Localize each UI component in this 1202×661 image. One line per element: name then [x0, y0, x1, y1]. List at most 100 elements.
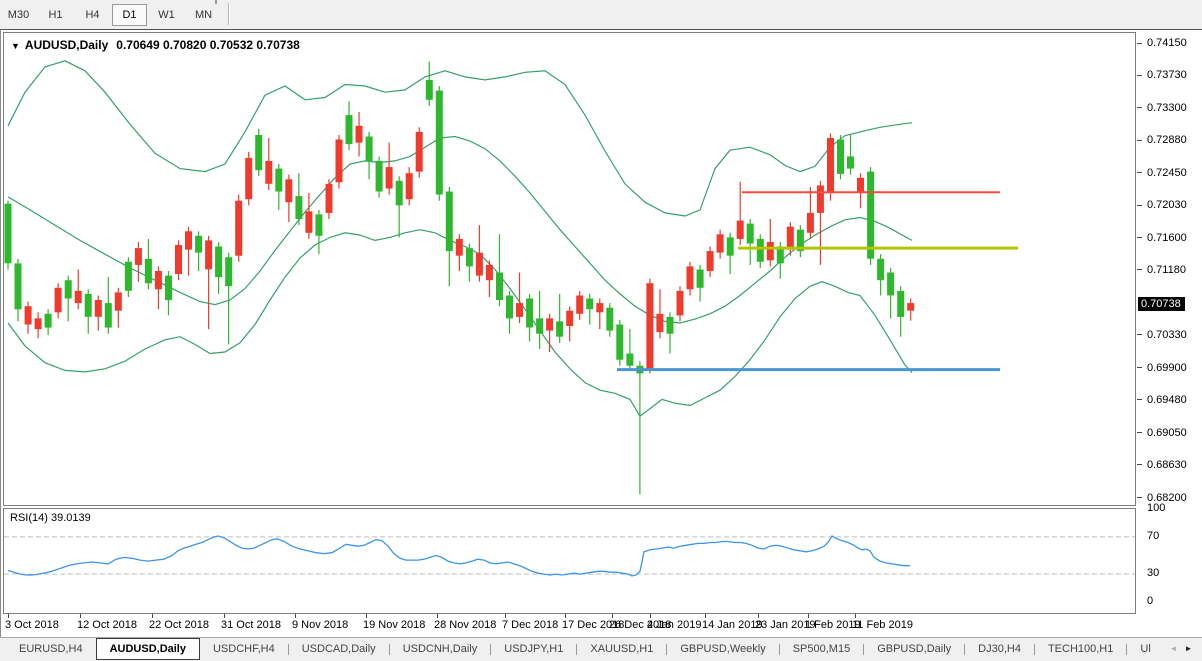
tab-usdcad-daily[interactable]: USDCAD,Daily	[301, 643, 376, 655]
timeframe-button-h4[interactable]: H4	[85, 9, 100, 21]
candle-body	[425, 79, 433, 100]
candle-body	[726, 237, 734, 256]
tab-scroll-left-icon[interactable]: ◄	[1169, 644, 1178, 653]
candle-body	[816, 185, 824, 213]
rsi-axis-label: 100	[1147, 502, 1166, 514]
candle-body	[837, 139, 844, 174]
rsi-axis-label: 70	[1147, 529, 1160, 542]
tab-scroll-right-icon[interactable]: ►	[1184, 644, 1193, 653]
date-axis-label: 1 Feb 2019	[805, 619, 861, 631]
candle-body	[676, 290, 684, 316]
candle-body	[516, 303, 523, 317]
date-axis-label: 12 Oct 2018	[77, 619, 137, 631]
date-axis-label: 17 Dec 2018	[562, 619, 625, 631]
rsi-chart-canvas[interactable]	[4, 509, 1135, 613]
date-axis-label: 31 Oct 2018	[221, 619, 281, 631]
rsi-pane[interactable]: RSI(14) 39.0139	[3, 508, 1136, 614]
candle-body	[606, 307, 614, 331]
tab-divider	[388, 644, 390, 655]
date-axis-label: 22 Oct 2018	[149, 619, 209, 631]
bollinger-middle-band	[7, 135, 913, 324]
price-chart-canvas[interactable]	[4, 33, 1135, 505]
tab-dj30-h4[interactable]: DJ30,H4	[978, 643, 1021, 655]
date-axis-tick	[295, 614, 296, 618]
tab-gbpusd-daily[interactable]: GBPUSD,Daily	[877, 643, 952, 655]
candle-body	[736, 220, 744, 239]
date-axis-tick	[505, 614, 506, 618]
candle-body	[596, 303, 604, 313]
current-price-badge: 0.70738	[1138, 296, 1185, 311]
price-axis-tick	[1137, 367, 1142, 369]
date-axis[interactable]: 3 Oct 2018 12 Oct 2018 22 Oct 2018 31 Oct 2…	[3, 614, 1136, 638]
rsi-axis-label: 30	[1147, 567, 1160, 580]
price-axis-tick	[1137, 432, 1142, 434]
price-pane[interactable]: ▼ AUDUSD,Daily 0.70649 0.70820 0.70532 0.7…	[3, 32, 1136, 506]
price-axis-label: 0.69900	[1147, 361, 1187, 374]
rsi-indicator-label: RSI(14) 39.0139	[10, 512, 91, 524]
candle-body	[475, 252, 483, 276]
candle-body	[225, 257, 233, 287]
candle-body	[395, 180, 403, 206]
date-axis-label: 14 Jan 2019	[702, 619, 763, 631]
price-axis-label: 0.72450	[1147, 166, 1187, 179]
price-axis-label: 0.73730	[1147, 69, 1187, 82]
candle-body	[716, 234, 724, 253]
date-axis-label: 3 Oct 2018	[5, 619, 59, 631]
candle-body	[897, 290, 905, 317]
candle-body	[84, 293, 92, 317]
tab-divider	[576, 644, 578, 655]
tab-audusd-daily[interactable]: AUDUSD,Daily	[95, 638, 200, 660]
candle-body	[485, 264, 493, 281]
timeframe-button-h1[interactable]: H1	[48, 9, 63, 21]
tab-gbpusd-weekly[interactable]: GBPUSD,Weekly	[680, 643, 766, 655]
tab-divider	[1126, 644, 1128, 655]
candle-body	[64, 280, 72, 299]
tab-usdchf-h4[interactable]: USDCHF,H4	[212, 643, 275, 655]
price-axis-tick	[1137, 172, 1142, 174]
candle-body	[355, 125, 363, 143]
tab-usdcnh-daily[interactable]: USDCNH,Daily	[402, 643, 478, 655]
candle-body	[54, 287, 62, 313]
candle-body	[385, 167, 393, 189]
timeframe-button-d1[interactable]: D1	[112, 4, 147, 26]
chart-dropdown-icon[interactable]: ▼	[11, 41, 20, 51]
candle-body	[275, 168, 283, 192]
candle-body	[345, 115, 353, 145]
tab-usdjpy-h1[interactable]: USDJPY,H1	[504, 643, 564, 655]
price-axis[interactable]: 0.74150 0.73730 0.73300 0.72880 0.72450 0.720…	[1137, 32, 1202, 616]
bollinger-lower-band	[7, 229, 913, 418]
date-axis-tick	[152, 614, 153, 618]
candle-body	[24, 306, 32, 325]
tab-divider	[778, 644, 780, 655]
price-axis-label: 0.69480	[1147, 393, 1187, 406]
tab-tech100-h1[interactable]: TECH100,H1	[1047, 643, 1114, 655]
tab-sp500-m15[interactable]: SP500,M15	[792, 643, 851, 655]
timeframe-button-m30[interactable]: M30	[7, 9, 30, 21]
candle-body	[335, 139, 343, 183]
candle-body	[586, 298, 594, 310]
candle-body	[165, 275, 172, 301]
candle-body	[34, 318, 42, 330]
tab-ul[interactable]: Ul	[1140, 643, 1151, 655]
date-axis-tick	[808, 614, 809, 618]
candle-body	[154, 271, 162, 290]
timeframe-button-w1[interactable]: W1	[158, 9, 175, 21]
date-axis-tick	[650, 614, 651, 618]
chart-symbol-label: AUDUSD,Daily	[24, 38, 109, 52]
candle-body	[666, 316, 674, 334]
timeframe-button-mn[interactable]: MN	[194, 9, 213, 21]
tab-xauusd-h1[interactable]: XAUUSD,H1	[590, 643, 654, 655]
tab-eurusd-h4[interactable]: EURUSD,H4	[19, 643, 83, 655]
candle-body	[215, 246, 223, 278]
date-axis-label: 7 Dec 2018	[502, 619, 559, 631]
candle-body	[255, 135, 263, 171]
date-axis-label: 28 Nov 2018	[434, 619, 497, 631]
toolbar-handle	[215, 0, 217, 4]
date-axis-tick	[80, 614, 81, 618]
candle-body	[14, 263, 22, 310]
candle-body	[375, 160, 383, 192]
candle-body	[435, 90, 443, 195]
candle-body	[44, 313, 52, 328]
date-axis-label: 23 Jan 2019	[755, 619, 816, 631]
candle-body	[405, 173, 413, 200]
